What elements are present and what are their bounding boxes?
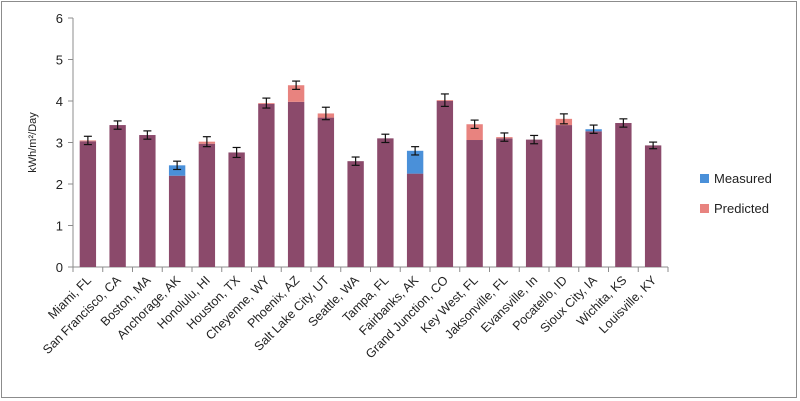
y-tick-label: 1 [56,219,63,234]
bar-base [287,101,305,267]
bar-base [139,135,156,267]
legend-swatch-predicted [700,204,709,213]
bar-base [109,125,126,267]
bar-base [615,122,632,268]
bar-base [228,152,245,267]
y-tick-label: 3 [56,136,63,151]
y-tick-label: 6 [56,11,63,26]
bar-base [436,101,454,267]
bar-base [585,131,602,267]
bar-measured [406,150,424,174]
error-bars [83,80,658,171]
legend: Measured Predicted [700,171,772,216]
legend-label-predicted: Predicted [714,201,769,216]
bar-measured [168,165,186,176]
bar-base [496,138,513,267]
y-axis-label: kWh/m²/Day [27,112,39,173]
y-tick-label: 5 [56,53,63,68]
bar-base [525,139,543,267]
bar-base [317,117,335,267]
y-tick-labels: 0 1 2 3 4 5 6 [56,11,63,275]
bar-base [198,143,216,267]
y-tick-label: 0 [56,260,63,275]
y-tick-label: 4 [56,94,63,109]
bar-base [406,173,424,267]
bar-base [79,141,97,267]
bar-base [555,125,573,267]
legend-swatch-measured [700,174,709,183]
bar-base [168,175,186,267]
bar-predicted [287,85,305,102]
bar-base [377,138,394,267]
bar-predicted [466,124,483,141]
y-tick-label: 2 [56,177,63,192]
axes [68,17,669,272]
bar-base [258,103,275,267]
bar-base [644,145,662,267]
bars [79,85,662,268]
bar-base [347,161,364,267]
bar-base [466,140,483,267]
legend-label-measured: Measured [714,171,772,186]
